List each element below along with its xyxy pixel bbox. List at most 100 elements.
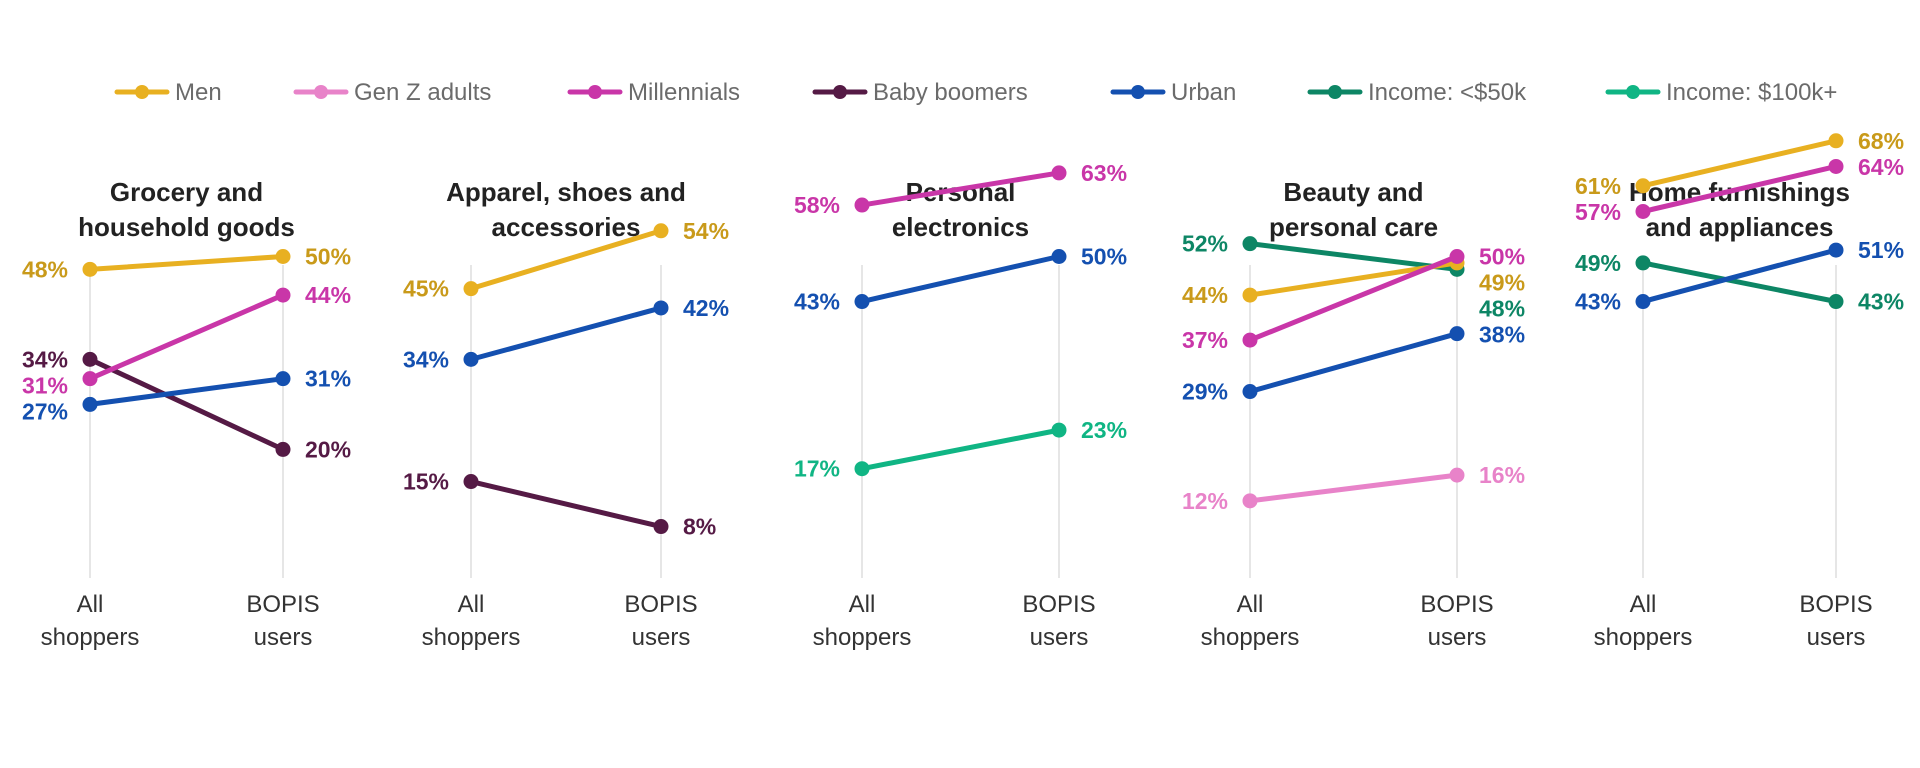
data-label-bopis-users: 31% (305, 366, 351, 392)
data-point-bopis-users (1051, 249, 1067, 264)
data-point-all-shoppers (1242, 287, 1258, 303)
data-point-bopis-users (653, 300, 669, 316)
data-point-bopis-users (275, 287, 291, 303)
series-line (859, 254, 1062, 305)
data-point-bopis-users (275, 249, 291, 264)
data-label-bopis-users: 50% (1081, 244, 1127, 270)
legend-swatch-dot (135, 85, 149, 99)
data-point-all-shoppers (1635, 294, 1651, 310)
data-label-all-shoppers: 34% (403, 346, 449, 372)
data-label-all-shoppers: 27% (22, 398, 68, 424)
legend-swatch-dot (833, 85, 847, 99)
chart-panels: Grocery and household goods All shoppers BOP… (22, 128, 1904, 651)
data-label-bopis-users: 43% (1858, 289, 1904, 315)
data-label-all-shoppers: 48% (22, 256, 68, 282)
panel-title: personal care (1269, 212, 1438, 242)
series-line (1640, 260, 1839, 305)
panel-title: accessories (492, 212, 641, 242)
data-label-bopis-users: 50% (305, 244, 351, 270)
series-millennials: 57% 64% (1575, 154, 1904, 225)
series-line (468, 305, 664, 362)
x-tick-label: shoppers (1594, 624, 1693, 651)
series-line (859, 170, 1062, 208)
series-line (87, 356, 286, 452)
legend-label: Men (175, 79, 222, 106)
legend-label: Income: <$50k (1368, 79, 1527, 106)
series-line (1247, 241, 1460, 272)
legend-swatch-dot (314, 85, 328, 99)
series-line (1247, 472, 1460, 504)
series-men: 61% 68% (1575, 128, 1904, 199)
data-point-all-shoppers (1242, 384, 1258, 400)
x-tick-label: BOPIS (1799, 591, 1872, 618)
x-tick-label: BOPIS (246, 591, 319, 618)
data-point-all-shoppers (1635, 203, 1651, 219)
data-label-all-shoppers: 34% (22, 346, 68, 372)
panel-apparel-shoes-and-accessories: Apparel, shoes and accessories All shoppers… (403, 177, 729, 651)
legend-swatch-dot (588, 85, 602, 99)
data-label-all-shoppers: 61% (1575, 173, 1621, 199)
legend-label: Millennials (628, 79, 740, 106)
x-tick-label: BOPIS (1420, 591, 1493, 618)
x-tick-label: shoppers (41, 624, 140, 651)
panel-title: Grocery and (110, 177, 263, 207)
series-line (859, 427, 1062, 472)
data-label-all-shoppers: 37% (1182, 327, 1228, 353)
data-point-all-shoppers (82, 396, 98, 412)
data-point-bopis-users (1449, 326, 1465, 342)
data-label-all-shoppers: 43% (1575, 289, 1621, 315)
data-label-bopis-users: 50% (1479, 244, 1525, 270)
panel-beauty-and-personal-care: Beauty and personal care All shoppers BOPIS u… (1182, 177, 1525, 651)
data-point-bopis-users (1449, 467, 1465, 483)
data-label-bopis-users: 44% (305, 282, 351, 308)
data-label-all-shoppers: 58% (794, 192, 840, 218)
series-income-100k: 17% 23% (794, 417, 1127, 482)
series-urban: 34% 42% (403, 295, 729, 372)
data-label-bopis-users: 20% (305, 436, 351, 462)
series-income-50k: 52% 48% (1182, 231, 1525, 322)
x-tick-label: shoppers (813, 624, 912, 651)
series-millennials: 31% 44% (22, 282, 351, 398)
series-urban: 27%31% (22, 366, 351, 425)
data-label-all-shoppers: 15% (403, 469, 449, 495)
x-tick-label: All (1630, 591, 1657, 618)
series-line (87, 254, 286, 272)
panel-title: Beauty and (1283, 177, 1423, 207)
panel-grocery-and-household-goods: Grocery and household goods All shoppers BOP… (22, 177, 351, 651)
data-label-bopis-users: 16% (1479, 462, 1525, 488)
data-point-all-shoppers (854, 197, 870, 213)
data-point-bopis-users (1828, 158, 1844, 174)
data-point-bopis-users (653, 519, 669, 535)
legend-item-gen-z-adults: Gen Z adults (293, 79, 491, 106)
panel-personal-electronics: PersonalelectronicsAllshoppersBOPISusers… (794, 160, 1127, 651)
series-men: 45% 54% (403, 218, 729, 302)
data-label-all-shoppers: 49% (1575, 250, 1621, 276)
panel-title: electronics (892, 212, 1029, 242)
data-point-bopis-users (275, 441, 291, 457)
legend: Men Gen Z adults Millennials Baby boomers Ur… (114, 79, 1837, 106)
data-point-all-shoppers (854, 461, 870, 477)
series-baby-boomers: 34% 20% (22, 346, 351, 462)
data-point-all-shoppers (1242, 493, 1258, 509)
data-point-bopis-users (1051, 165, 1067, 181)
legend-item-income-50k: Income: <$50k (1307, 79, 1527, 106)
x-tick-label: users (254, 624, 313, 651)
x-tick-label: users (632, 624, 691, 651)
data-point-all-shoppers (854, 294, 870, 310)
x-tick-label: All (458, 591, 485, 618)
data-label-all-shoppers: 52% (1182, 231, 1228, 257)
series-line (87, 292, 286, 382)
x-tick-label: users (1807, 624, 1866, 651)
data-label-all-shoppers: 44% (1182, 282, 1228, 308)
series-men: 48% 50% (22, 244, 351, 283)
data-point-bopis-users (1051, 422, 1067, 438)
series-gen-z-adults: 12% 16% (1182, 462, 1525, 514)
data-label-all-shoppers: 12% (1182, 488, 1228, 514)
data-label-all-shoppers: 31% (22, 372, 68, 398)
data-label-bopis-users: 68% (1858, 128, 1904, 154)
panel-title: and appliances (1646, 212, 1834, 242)
data-point-all-shoppers (82, 351, 98, 367)
x-tick-label: BOPIS (624, 591, 697, 618)
